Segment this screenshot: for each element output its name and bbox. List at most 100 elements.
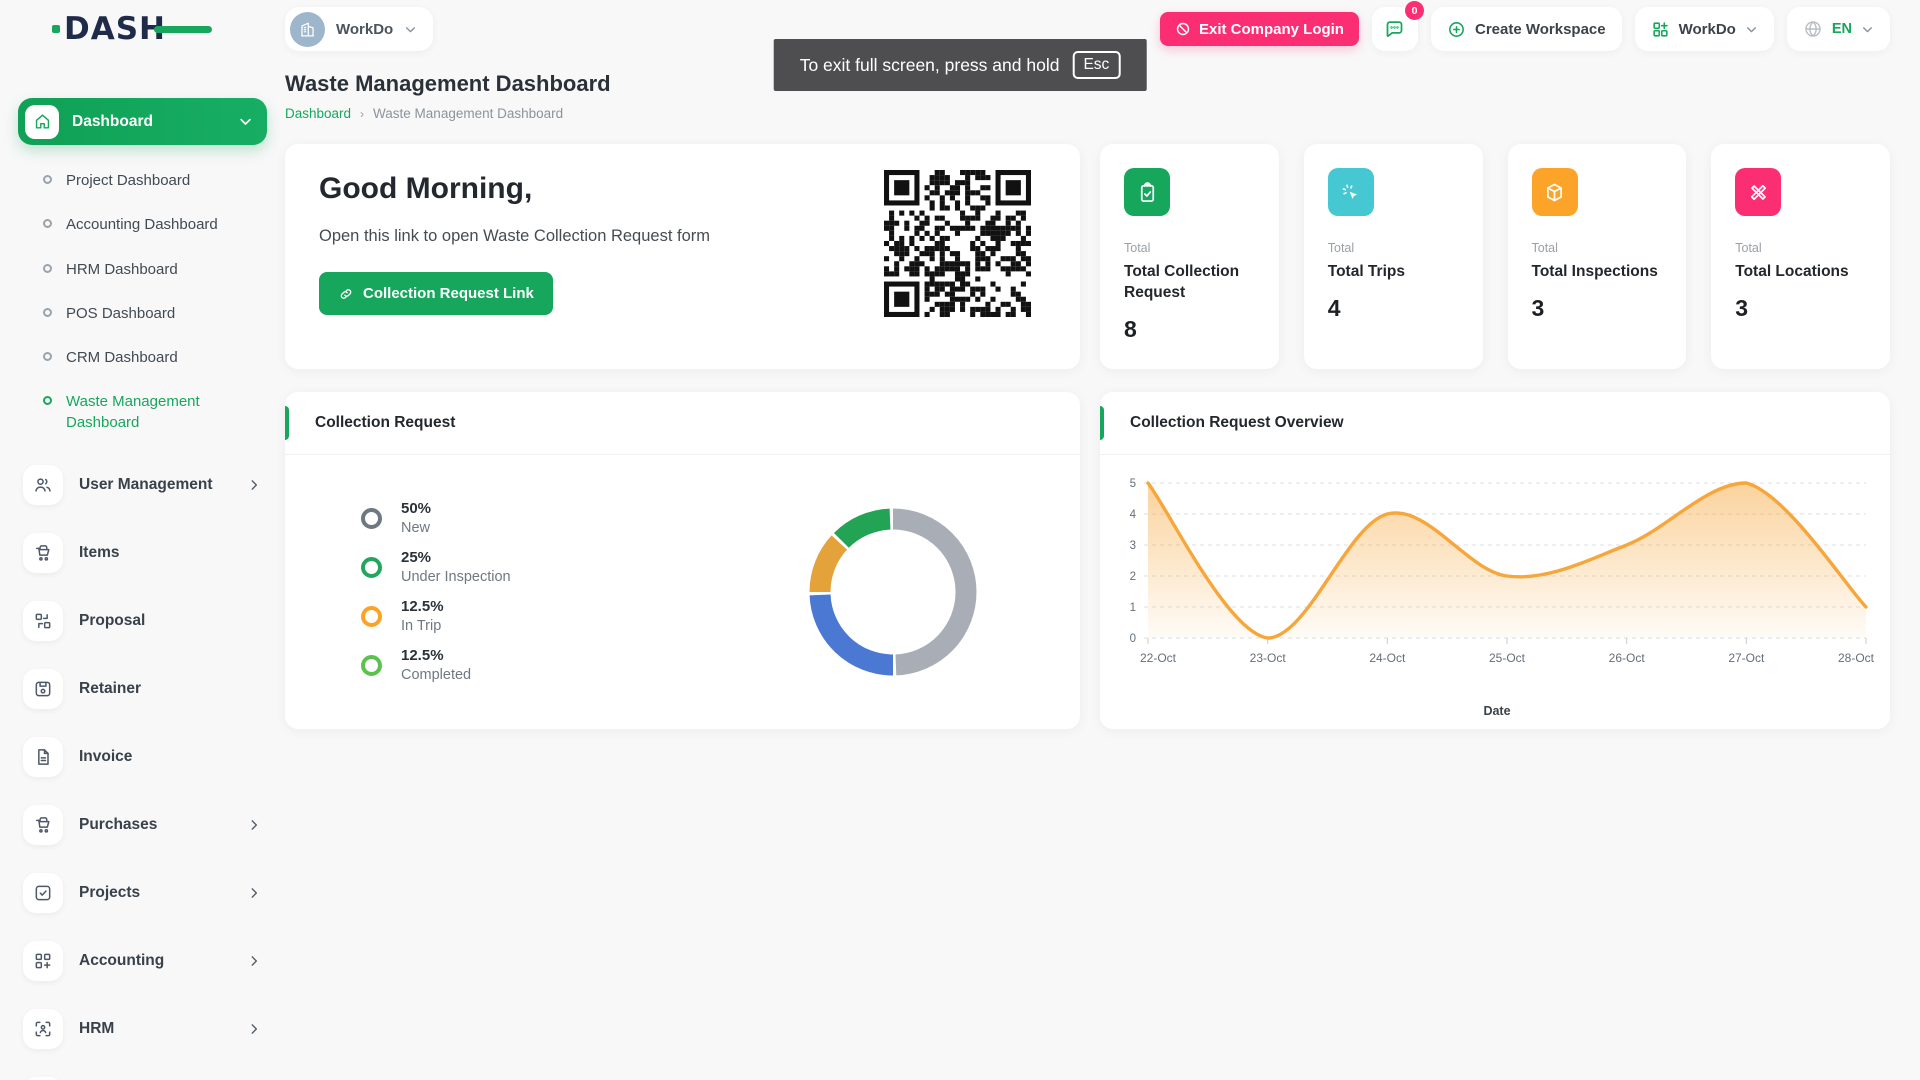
collection-request-overview-card: Collection Request Overview 0 1 2 3 4 5 22-Oct…: [1100, 392, 1890, 729]
svg-text:2: 2: [1130, 571, 1136, 583]
topbar: WorkDo Exit Company Login 0 Create Works…: [285, 0, 1890, 58]
chevron-right-icon: [247, 1022, 261, 1036]
plus-circle-icon: [1447, 20, 1466, 39]
messages-button[interactable]: 0: [1371, 1, 1424, 51]
chevron-right-icon: [247, 954, 261, 968]
logo-accent-bar: [154, 26, 212, 33]
collection-request-link-button[interactable]: Collection Request Link: [319, 272, 553, 315]
breadcrumb-link-dashboard[interactable]: Dashboard: [285, 106, 352, 121]
legend-ring-icon: [361, 556, 382, 578]
esc-key-hint: Esc: [1072, 51, 1121, 79]
save-icon: [23, 668, 63, 709]
area-chart-xlabel: Date: [1483, 704, 1511, 718]
sidebar-item-label: Projects: [79, 883, 141, 901]
sidebar-item-dashboard[interactable]: Dashboard: [18, 98, 267, 145]
stat-value: 3: [1531, 294, 1545, 321]
bullet-ring-icon: [43, 396, 52, 406]
svg-text:3: 3: [1130, 540, 1136, 552]
legend-percent: 50%: [401, 500, 432, 517]
subitem-label: HRM Dashboard: [66, 260, 178, 278]
sidebar-subitem-hrm-dashboard[interactable]: HRM Dashboard: [0, 248, 285, 292]
stat-kicker: Total: [1531, 241, 1558, 255]
legend-item-completed: 12.5% Completed: [361, 647, 705, 683]
legend-ring-icon: [361, 654, 382, 676]
svg-text:22-Oct: 22-Oct: [1140, 651, 1177, 665]
cart-icon: [23, 804, 63, 845]
topbar-actions: Exit Company Login 0 Create Workspace Wo…: [1159, 1, 1890, 51]
svg-text:1: 1: [1130, 602, 1136, 614]
sidebar-item-proposal[interactable]: Proposal: [0, 593, 285, 649]
svg-text:23-Oct: 23-Oct: [1250, 651, 1287, 665]
workspace-avatar: [290, 11, 325, 47]
legend-label: Completed: [401, 667, 472, 683]
workspace-name: WorkDo: [336, 20, 394, 38]
sidebar-item-accounting[interactable]: Accounting: [0, 933, 285, 989]
breadcrumb-separator: ›: [360, 106, 365, 121]
sidebar-subitem-project-dashboard[interactable]: Project Dashboard: [0, 159, 285, 203]
language-selector[interactable]: EN: [1786, 7, 1890, 51]
greeting-card: Good Morning, Open this link to open Was…: [285, 144, 1080, 369]
subitem-label: Project Dashboard: [66, 172, 191, 189]
chevron-right-icon: [247, 818, 261, 832]
bullet-ring-icon: [43, 175, 52, 184]
top-row: Good Morning, Open this link to open Was…: [285, 144, 1890, 369]
stat-name: Total Trips: [1327, 263, 1405, 280]
apps-menu-button[interactable]: WorkDo: [1634, 7, 1774, 51]
legend-label: In Trip: [401, 618, 442, 634]
link-icon: [338, 286, 354, 302]
sidebar-subitem-crm-dashboard[interactable]: CRM Dashboard: [0, 336, 285, 380]
package-icon: [1531, 168, 1578, 216]
globe-icon: [1803, 19, 1823, 39]
bullet-ring-icon: [43, 219, 52, 229]
subitem-label: Waste Management Dashboard: [66, 393, 200, 431]
sidebar-module-list: User Management Items Proposal Retainer Invo…: [0, 457, 285, 1080]
sidebar-item-label: Accounting: [79, 951, 165, 969]
stat-value: 8: [1124, 315, 1137, 342]
svg-text:4: 4: [1130, 509, 1137, 521]
bullet-ring-icon: [43, 263, 52, 273]
workspace-switcher[interactable]: WorkDo: [285, 7, 434, 51]
sidebar-subitem-waste-management-dashboard[interactable]: Waste Management Dashboard: [0, 380, 285, 445]
subitem-label: Accounting Dashboard: [66, 216, 218, 234]
sidebar-item-projects[interactable]: Projects: [0, 865, 285, 921]
exit-company-login-button[interactable]: Exit Company Login: [1159, 12, 1359, 46]
donut-chart: [705, 497, 1080, 687]
greeting-subtitle: Open this link to open Waste Collection …: [319, 227, 710, 245]
svg-text:28-Oct: 28-Oct: [1838, 651, 1875, 665]
dots-icon: [23, 1076, 63, 1080]
brand-logo-text: DASH: [52, 11, 212, 47]
sidebar-item-label: Invoice: [79, 747, 133, 765]
create-workspace-button[interactable]: Create Workspace: [1430, 7, 1622, 51]
scanuser-icon: [23, 1008, 63, 1049]
sidebar-item-label: Dashboard: [72, 112, 153, 130]
card-title: Collection Request Overview: [1130, 414, 1344, 431]
legend-item-under-inspection: 25% Under Inspection: [361, 549, 705, 585]
cart-icon: [23, 532, 63, 573]
sidebar-subitem-pos-dashboard[interactable]: POS Dashboard: [0, 292, 285, 336]
chevron-down-icon: [404, 23, 417, 36]
svg-text:25-Oct: 25-Oct: [1489, 651, 1526, 665]
sidebar-item-label: Proposal: [79, 611, 146, 629]
card-header: Collection Request: [285, 392, 1080, 455]
ban-icon: [1175, 21, 1191, 37]
brand-logo[interactable]: DASH: [0, 0, 285, 58]
sidebar: DASH Dashboard Project Dashboard Accounti…: [0, 0, 285, 1080]
legend-item-new: 50% New: [361, 500, 705, 536]
sidebar-item-items[interactable]: Items: [0, 525, 285, 581]
sidebar-item-user-management[interactable]: User Management: [0, 457, 285, 513]
messages-badge: 0: [1404, 1, 1424, 20]
legend-label: New: [401, 520, 431, 536]
sidebar-item-retainer[interactable]: Retainer: [0, 661, 285, 717]
sidebar-item-invoice[interactable]: Invoice: [0, 729, 285, 785]
stat-card-total-locations: Total Total Locations 3: [1711, 144, 1890, 369]
charts-row: Collection Request 50% New 25% Under Inspec…: [285, 392, 1890, 729]
legend-ring-icon: [361, 507, 382, 529]
sidebar-item-hrm[interactable]: HRM: [0, 1001, 285, 1057]
sidebar-item-purchases[interactable]: Purchases: [0, 797, 285, 853]
sidebar-subitem-accounting-dashboard[interactable]: Accounting Dashboard: [0, 203, 285, 247]
chat-icon: [1384, 19, 1405, 40]
legend-label: Under Inspection: [401, 569, 511, 585]
chevron-down-icon: [1861, 23, 1874, 36]
sidebar-item-pos[interactable]: POS: [0, 1069, 285, 1080]
main-area: WorkDo Exit Company Login 0 Create Works…: [285, 0, 1920, 1080]
